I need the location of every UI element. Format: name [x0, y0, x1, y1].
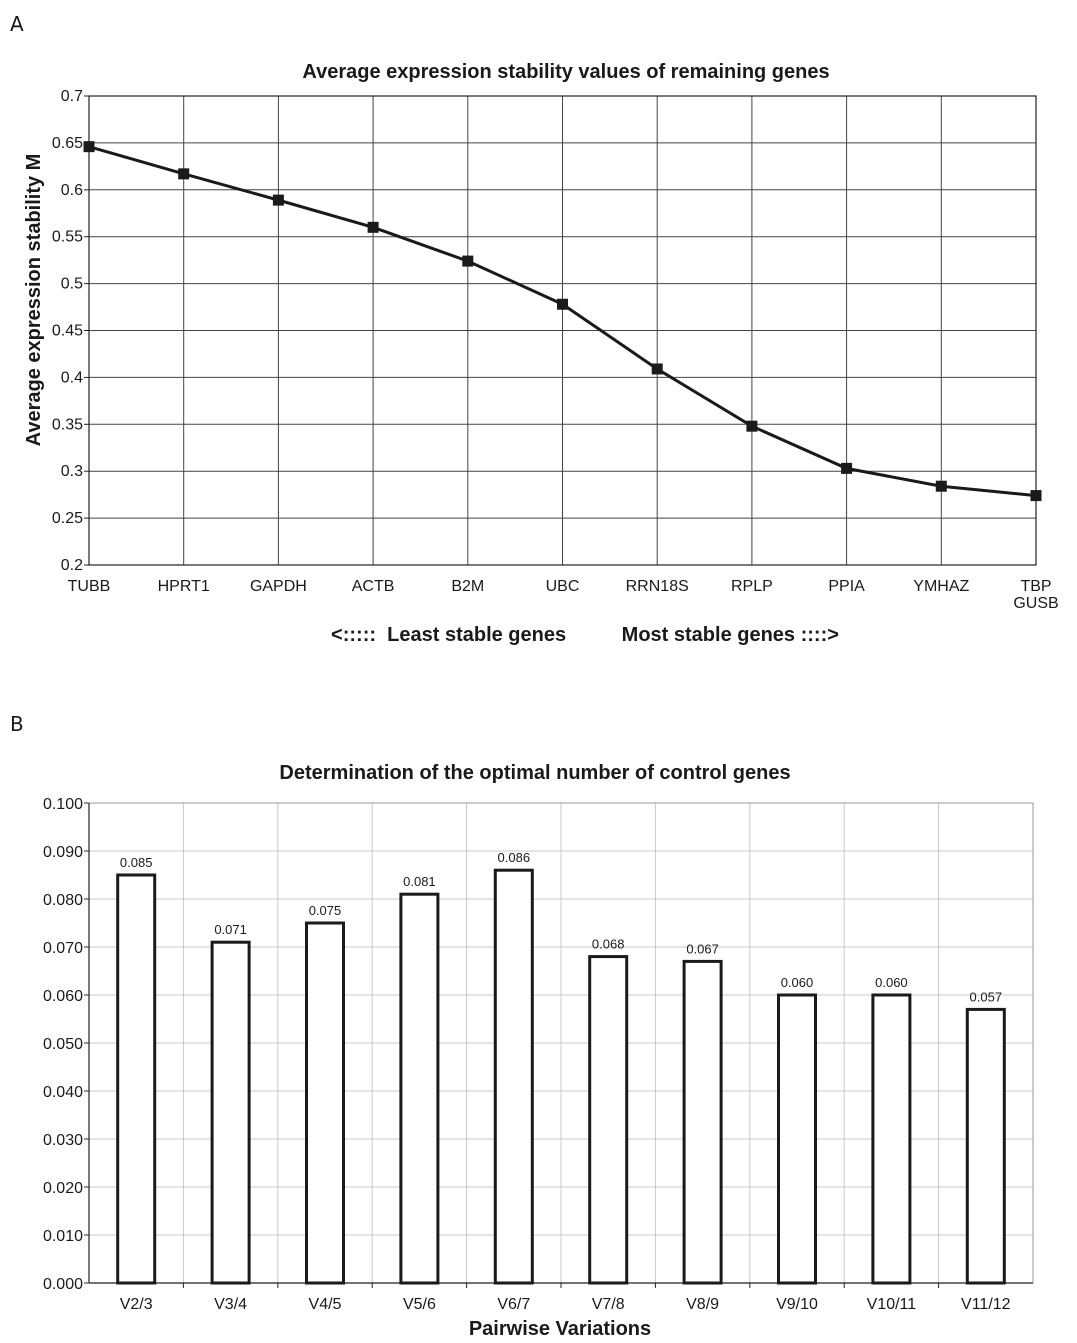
chart-a-xtick-label: PPIA — [828, 578, 865, 595]
chart-b-bar — [588, 955, 629, 1285]
chart-b-bar-data-label: 0.057 — [970, 989, 1003, 1004]
chart-b-bar — [305, 921, 345, 1285]
chart-a-point-marker — [841, 462, 853, 474]
chart-a-point-marker — [272, 194, 284, 206]
chart-b-ytick-label: 0.090 — [43, 844, 83, 861]
chart-a-point-marker — [651, 363, 663, 375]
chart-b-bar-data-label: 0.081 — [403, 874, 436, 889]
chart-a-ytick-label: 0.55 — [52, 229, 83, 246]
chart-a-xtick-label: UBC — [546, 578, 580, 595]
chart-b-bar — [493, 868, 534, 1285]
chart-b-ytick-label: 0.080 — [43, 892, 83, 909]
chart-b-ytick-label: 0.010 — [43, 1228, 83, 1245]
chart-a-xtick-label: YMHAZ — [913, 578, 969, 595]
chart-a-point-marker — [178, 168, 190, 180]
chart-a-ytick-label: 0.25 — [52, 510, 83, 527]
chart-a-ytick-label: 0.7 — [61, 88, 83, 105]
chart-a-xtick-label: GAPDH — [250, 578, 307, 595]
chart-a-xtick-label: TUBB — [68, 578, 111, 595]
chart-b-bar — [871, 993, 912, 1285]
chart-a-xtick-label: TBP — [1020, 578, 1051, 595]
chart-b-bar-data-label: 0.086 — [498, 850, 531, 865]
chart-b-ytick-label: 0.040 — [43, 1084, 83, 1101]
chart-b-bar — [682, 959, 723, 1285]
chart-b-ytick-label: 0.000 — [43, 1276, 83, 1293]
chart-b-bar-data-label: 0.068 — [592, 937, 625, 952]
chart-a-plot-frame — [88, 95, 1037, 566]
panel-b-letter: B — [10, 712, 24, 736]
chart-b-xtick-label: V4/5 — [309, 1296, 342, 1313]
chart-b-xtick-label: V8/9 — [686, 1296, 719, 1313]
chart-b-bar-data-label: 0.060 — [781, 975, 814, 990]
chart-b-xtick-label: V2/3 — [120, 1296, 153, 1313]
chart-b-xtick-label: V11/12 — [961, 1296, 1011, 1313]
chart-b-bar-data-label: 0.085 — [120, 855, 153, 870]
chart-b-bar-data-label: 0.060 — [875, 975, 908, 990]
chart-b-title: Determination of the optimal number of c… — [279, 762, 790, 784]
chart-a-xtick-label: GUSB — [1013, 595, 1058, 612]
chart-a-point-marker — [746, 420, 758, 432]
chart-b-ytick-label: 0.100 — [43, 796, 83, 813]
chart-b-bar — [399, 892, 440, 1285]
chart-a-point-marker — [83, 141, 95, 153]
chart-b-bar-data-label: 0.071 — [214, 922, 247, 937]
chart-b-bar — [777, 993, 817, 1285]
stability-line-chart: Average expression stability values of r… — [23, 61, 1059, 646]
chart-a-xtick-label: B2M — [451, 578, 484, 595]
chart-a-ylabel: Average expression stability M — [23, 154, 45, 447]
chart-b-bar — [965, 1007, 1006, 1285]
chart-b-ytick-label: 0.060 — [43, 988, 83, 1005]
chart-a-point-marker — [935, 480, 947, 492]
chart-b-ytick-label: 0.050 — [43, 1036, 83, 1053]
chart-b-bar — [210, 940, 251, 1285]
chart-b-ytick-label: 0.070 — [43, 940, 83, 957]
chart-a-ytick-label: 0.35 — [52, 416, 83, 433]
chart-a-ytick-label: 0.65 — [52, 135, 83, 152]
chart-a-ytick-label: 0.6 — [61, 182, 83, 199]
chart-a-xlabel: <::::: Least stable genes Most stable ge… — [331, 624, 839, 646]
chart-b-xlabel: Pairwise Variations — [469, 1318, 651, 1340]
chart-a-xtick-label: ACTB — [352, 578, 395, 595]
chart-b-xtick-label: V9/10 — [776, 1296, 818, 1313]
chart-b-bar-data-label: 0.067 — [686, 941, 719, 956]
chart-b-ytick-label: 0.030 — [43, 1132, 83, 1149]
chart-b-ytick-label: 0.020 — [43, 1180, 83, 1197]
chart-a-point-marker — [557, 298, 568, 310]
chart-b-xtick-label: V10/11 — [867, 1296, 917, 1313]
chart-b-xtick-label: V3/4 — [214, 1296, 247, 1313]
chart-b-bar — [116, 873, 157, 1285]
chart-a-ytick-label: 0.3 — [61, 463, 83, 480]
panel-a-letter: A — [10, 12, 24, 36]
chart-a-ytick-label: 0.2 — [61, 557, 83, 574]
chart-a-ytick-label: 0.5 — [61, 276, 83, 293]
chart-a-xtick-label: RRN18S — [626, 578, 689, 595]
chart-a-xtick-label: RPLP — [731, 578, 773, 595]
chart-a-xtick-label: HPRT1 — [158, 578, 210, 595]
chart-a-point-marker — [1030, 490, 1042, 502]
chart-a-ytick-label: 0.45 — [52, 323, 83, 340]
chart-a-title: Average expression stability values of r… — [302, 61, 829, 83]
chart-b-xtick-label: V5/6 — [403, 1296, 436, 1313]
chart-b-bar-data-label: 0.075 — [309, 903, 342, 918]
chart-b-xtick-label: V6/7 — [497, 1296, 530, 1313]
chart-b-xtick-label: V7/8 — [592, 1296, 625, 1313]
chart-a-point-marker — [462, 255, 474, 267]
chart-a-point-marker — [367, 221, 379, 233]
chart-a-ytick-label: 0.4 — [61, 369, 83, 386]
